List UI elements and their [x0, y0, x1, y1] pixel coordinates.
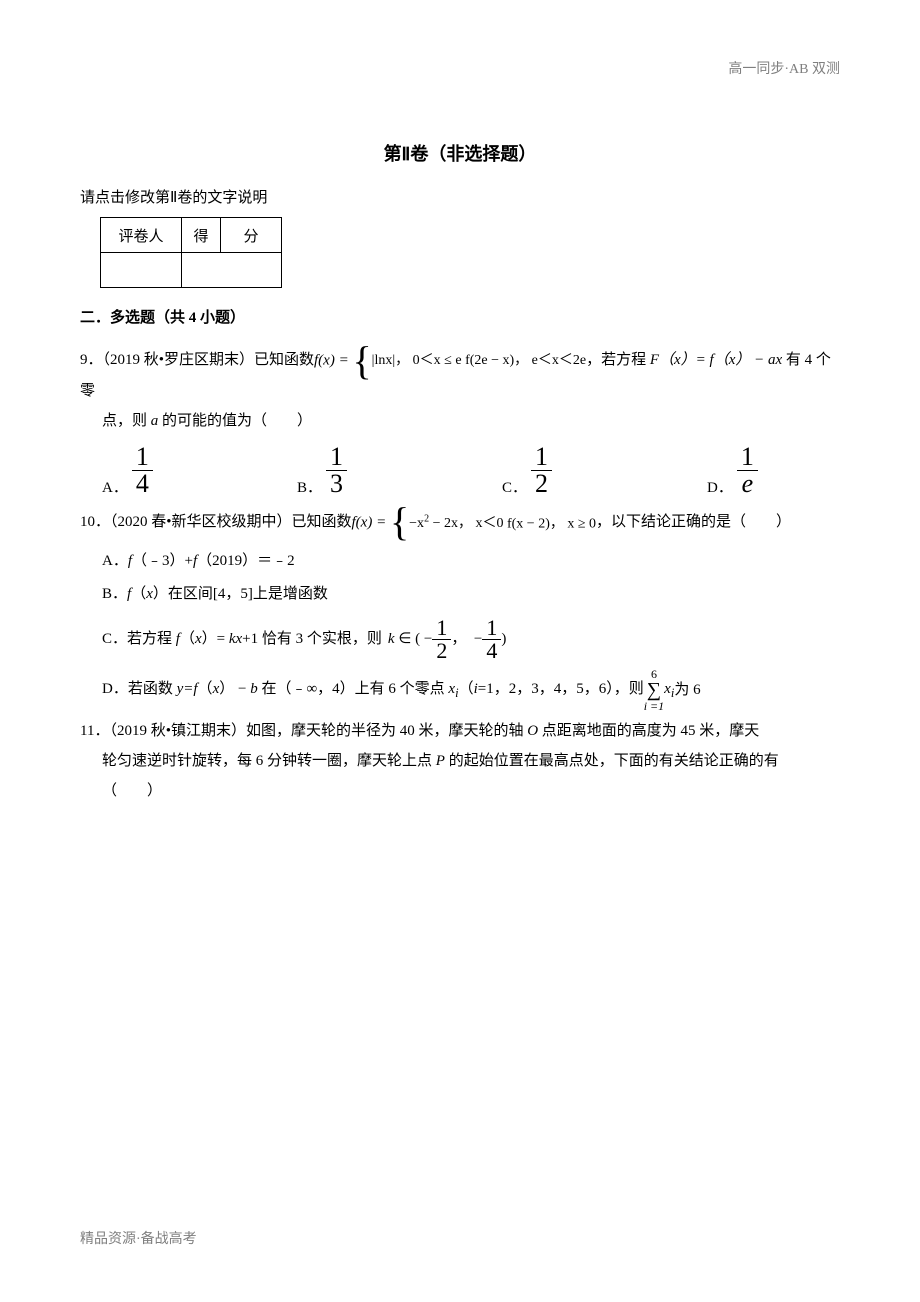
q11-line3: （ ）: [80, 776, 840, 806]
frac-den: e: [737, 470, 758, 497]
q9-fx: f(x) =: [314, 353, 352, 369]
frac-num: 1: [432, 617, 451, 639]
q9-piece1: |lnx|， 0＜x ≤ e: [372, 353, 462, 368]
score-table: 评卷人 得 分: [100, 217, 282, 288]
frac-num: 1: [737, 444, 758, 470]
q9-line2: 点，则 a 的可能的值为（ ）: [102, 413, 312, 429]
section-title: 第Ⅱ卷（非选择题）: [80, 140, 840, 166]
q9-options: A． 14 B． 13 C． 12 D． 1e: [80, 444, 840, 497]
frac-den: 3: [326, 470, 347, 497]
frac-den: 4: [132, 470, 153, 497]
frac-den: 2: [531, 470, 552, 497]
opt-label: B．: [297, 476, 322, 497]
opt-label: D．: [707, 476, 733, 497]
question-10: 10．（2020 春•新华区校级期中）已知函数f(x) = { −x2 − 2x…: [80, 507, 840, 538]
sum-bot: i =1: [644, 700, 664, 712]
q10-c-pre: C．若方程 f（x）= kx+1 恰有 3 个实根，则: [102, 623, 382, 656]
q9-F: F（x）= f（x） − ax: [650, 352, 782, 368]
frac-den: 4: [482, 639, 501, 662]
score-col-de: 得: [182, 218, 221, 253]
brace-icon: {: [352, 351, 371, 371]
q9-prefix: 9．（2019 秋•罗庄区期末）已知函数: [80, 352, 314, 368]
brace-icon: {: [390, 512, 409, 532]
q10-fx: f(x) =: [352, 514, 390, 530]
q10-opt-a: A．f（﹣3）+f（2019）＝﹣2: [102, 545, 840, 578]
frac-num: 1: [482, 617, 501, 639]
frac-den: 2: [432, 639, 451, 662]
q10-opt-b: B．f（x）在区间[4，5]上是增函数: [102, 578, 840, 611]
instruction-text: 请点击修改第Ⅱ卷的文字说明: [80, 186, 840, 207]
frac-num: 1: [531, 444, 552, 470]
footer-text: 精品资源·备战高考: [80, 1228, 197, 1248]
q10-d-pre: D．若函数 y=f（x） − b 在（﹣∞，4）上有 6 个零点 xi（i=1，…: [102, 673, 644, 708]
q9-opt-d: D． 1e: [707, 444, 827, 497]
q10-opt-c: C．若方程 f（x）= kx+1 恰有 3 个实根，则 k ∈ ( −12， −…: [102, 617, 840, 662]
txt: − 2x， x＜0: [429, 516, 503, 531]
q10-d-tail: 为 6: [674, 674, 700, 707]
q9-opt-a: A． 14: [102, 444, 297, 497]
score-col-reviewer: 评卷人: [101, 218, 182, 253]
q10-opt-d: D．若函数 y=f（x） − b 在（﹣∞，4）上有 6 个零点 xi（i=1，…: [102, 668, 840, 712]
q9-piece2: f(2e − x)， e＜x＜2e: [465, 353, 586, 368]
score-cell: [182, 253, 282, 288]
score-col-fen: 分: [221, 218, 282, 253]
question-11: 11．（2019 秋•镇江期末）如图，摩天轮的半径为 40 米，摩天轮的轴 O …: [80, 716, 840, 806]
question-9: 9．（2019 秋•罗庄区期末）已知函数f(x) = { |lnx|， 0＜x …: [80, 345, 840, 436]
q10-piece1: −x2 − 2x， x＜0: [409, 516, 503, 531]
q11-line1: 11．（2019 秋•镇江期末）如图，摩天轮的半径为 40 米，摩天轮的轴 O …: [80, 723, 759, 739]
q10-tail: ，以下结论正确的是（ ）: [596, 514, 791, 530]
score-cell: [101, 253, 182, 288]
frac-num: 1: [326, 444, 347, 470]
txt: −x: [409, 516, 424, 531]
q9-opt-b: B． 13: [297, 444, 502, 497]
q11-line2: 轮匀速逆时针旋转，每 6 分钟转一圈，摩天轮上点 P 的起始位置在最高点处，下面…: [80, 746, 840, 776]
frac-num: 1: [132, 444, 153, 470]
q10-d-xi: xi: [664, 673, 674, 708]
q10-prefix: 10．（2020 春•新华区校级期中）已知函数: [80, 514, 352, 530]
q9-piecewise: |lnx|， 0＜x ≤ e f(2e − x)， e＜x＜2e: [372, 353, 586, 369]
q9-opt-c: C． 12: [502, 444, 707, 497]
opt-label: C．: [502, 476, 527, 497]
opt-label: A．: [102, 476, 128, 497]
q9-mid: ，若方程: [586, 352, 650, 368]
q10-options: A．f（﹣3）+f（2019）＝﹣2 B．f（x）在区间[4，5]上是增函数 C…: [80, 545, 840, 712]
summation-icon: 6 ∑ i =1: [644, 668, 664, 712]
q10-piecewise: −x2 − 2x， x＜0 f(x − 2)， x ≥ 0: [409, 512, 596, 533]
subsection-title: 二．多选题（共 4 小题）: [80, 306, 840, 327]
header-right: 高一同步·AB 双测: [728, 58, 840, 78]
q10-piece2: f(x − 2)， x ≥ 0: [507, 516, 596, 531]
